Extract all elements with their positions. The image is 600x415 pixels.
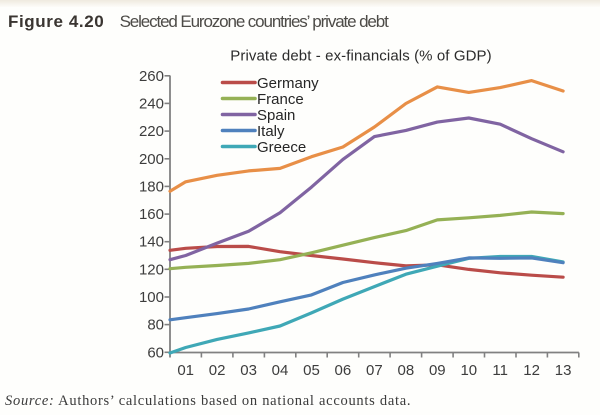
svg-text:240: 240 [139, 95, 164, 112]
svg-text:10: 10 [460, 362, 477, 379]
svg-text:04: 04 [272, 362, 289, 379]
svg-text:Greece: Greece [257, 139, 306, 156]
svg-text:13: 13 [555, 362, 572, 379]
svg-text:02: 02 [209, 362, 226, 379]
svg-text:05: 05 [303, 362, 320, 379]
svg-text:60: 60 [147, 344, 164, 361]
svg-text:11: 11 [492, 362, 508, 379]
svg-text:100: 100 [139, 289, 164, 306]
svg-text:Italy: Italy [257, 123, 285, 140]
svg-text:260: 260 [139, 68, 164, 85]
svg-text:09: 09 [429, 362, 446, 379]
svg-text:140: 140 [139, 234, 164, 251]
svg-text:200: 200 [139, 151, 164, 168]
svg-text:07: 07 [366, 362, 383, 379]
svg-text:France: France [257, 91, 304, 108]
svg-text:06: 06 [335, 362, 352, 379]
svg-text:220: 220 [139, 123, 164, 140]
svg-text:01: 01 [177, 362, 194, 379]
svg-text:160: 160 [139, 206, 164, 223]
svg-text:180: 180 [139, 178, 164, 195]
svg-text:08: 08 [398, 362, 415, 379]
svg-text:12: 12 [523, 362, 540, 379]
svg-text:Spain: Spain [257, 107, 295, 124]
svg-text:120: 120 [139, 261, 164, 278]
svg-text:03: 03 [240, 362, 257, 379]
svg-text:80: 80 [147, 317, 164, 334]
svg-text:Germany: Germany [257, 75, 319, 92]
svg-text:Private debt - ex-financials (: Private debt - ex-financials (% of GDP) [230, 48, 492, 65]
